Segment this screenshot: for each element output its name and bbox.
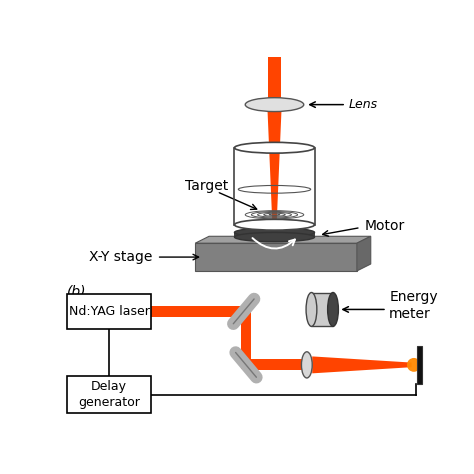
- Text: Energy
meter: Energy meter: [389, 290, 438, 321]
- FancyBboxPatch shape: [66, 376, 151, 413]
- Text: X-Y stage: X-Y stage: [90, 250, 153, 264]
- Ellipse shape: [235, 228, 315, 237]
- FancyBboxPatch shape: [66, 294, 151, 328]
- Polygon shape: [267, 57, 282, 99]
- Polygon shape: [195, 237, 371, 243]
- Ellipse shape: [235, 219, 315, 230]
- Text: Lens: Lens: [348, 98, 377, 111]
- Ellipse shape: [235, 142, 315, 153]
- Ellipse shape: [235, 232, 315, 242]
- Text: Nd:YAG laser: Nd:YAG laser: [69, 305, 149, 318]
- FancyBboxPatch shape: [417, 346, 422, 384]
- Text: (b): (b): [66, 285, 86, 299]
- Polygon shape: [195, 243, 357, 271]
- Text: Motor: Motor: [365, 219, 405, 233]
- Polygon shape: [250, 359, 302, 370]
- Text: Delay
generator: Delay generator: [78, 381, 140, 410]
- Ellipse shape: [245, 98, 304, 111]
- Ellipse shape: [301, 352, 312, 378]
- Polygon shape: [241, 311, 251, 369]
- Polygon shape: [267, 111, 282, 220]
- FancyBboxPatch shape: [311, 292, 333, 327]
- Ellipse shape: [407, 358, 421, 372]
- FancyBboxPatch shape: [235, 148, 315, 225]
- FancyBboxPatch shape: [235, 232, 315, 237]
- Text: Target: Target: [185, 179, 228, 193]
- Polygon shape: [312, 356, 411, 374]
- Ellipse shape: [306, 292, 317, 327]
- Polygon shape: [357, 237, 371, 271]
- Polygon shape: [151, 306, 247, 317]
- Ellipse shape: [328, 292, 338, 327]
